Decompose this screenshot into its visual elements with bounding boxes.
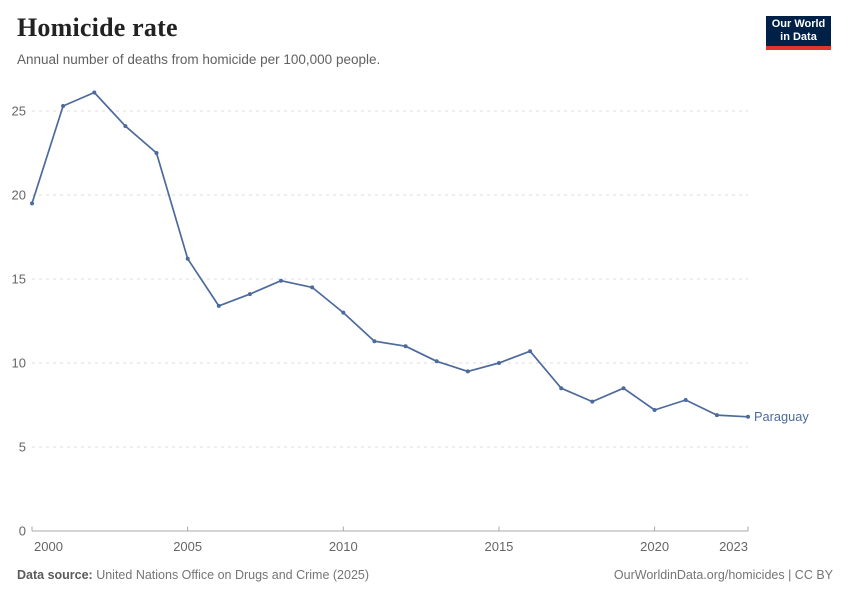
data-point-2016 [528,349,533,354]
owid-logo-line2: in Data [780,31,817,43]
data-point-2023 [746,414,750,419]
x-tick-label-2000: 2000 [34,539,63,554]
data-point-2005 [185,256,190,261]
data-point-2022 [714,413,719,418]
data-point-2014 [465,369,470,374]
series-label-paraguay: Paraguay [754,409,809,424]
data-point-2020 [652,408,657,412]
footer: Data source: United Nations Office on Dr… [17,568,833,582]
x-tick-label-2010: 2010 [329,539,358,554]
data-point-2002 [92,90,97,95]
footer-citation-link[interactable]: OurWorldinData.org/homicides | CC BY [613,568,833,582]
y-tick-label-5: 5 [19,440,26,455]
data-point-2015 [497,361,501,365]
data-point-2001 [61,104,66,108]
data-point-2004 [154,151,159,155]
data-point-2018 [590,399,595,404]
data-point-2007 [247,292,252,297]
data-point-2013 [434,359,439,364]
data-point-2010 [341,310,346,315]
data-point-2003 [123,124,128,129]
y-tick-label-0: 0 [19,524,26,539]
y-tick-label-10: 10 [12,356,26,371]
x-tick-label-2005: 2005 [173,539,202,554]
y-tick-label-20: 20 [12,188,26,203]
line-chart-svg: 0 5 10 15 20 25 2000 2005 2010 2015 2020 2023 Paragu… [12,90,809,554]
data-point-2011 [372,339,377,344]
x-tick-label-2023: 2023 [719,539,748,554]
series-line-paraguay [31,91,749,418]
owid-logo-line1: Our World [771,18,826,30]
page-title: Homicide rate [17,13,178,42]
data-point-2000 [30,201,34,206]
footer-source: Data source: United Nations Office on Dr… [17,568,369,582]
owid-logo[interactable]: Our World in Data [766,16,831,50]
data-source-text: United Nations Office on Drugs and Crime… [92,568,370,582]
x-tick-label-2015: 2015 [484,539,513,554]
chart-subtitle: Annual number of deaths from homicide pe… [17,52,381,67]
y-tick-label-25: 25 [12,104,26,119]
data-source-label: Data source: [17,568,93,582]
x-tick-label-2020: 2020 [640,539,669,554]
data-point-2021 [683,398,688,402]
data-point-2006 [216,303,221,308]
data-point-2009 [310,285,315,290]
data-point-2017 [559,386,564,391]
y-tick-label-15: 15 [12,272,26,287]
data-point-2019 [621,386,626,391]
data-point-2012 [403,344,408,349]
data-point-2008 [279,278,283,283]
